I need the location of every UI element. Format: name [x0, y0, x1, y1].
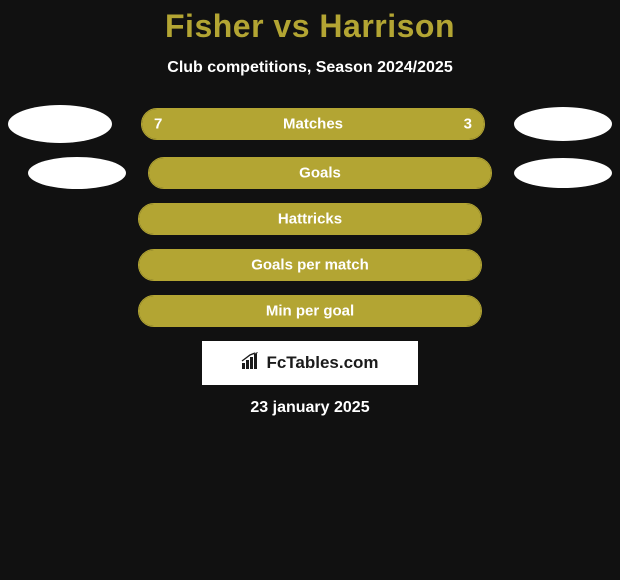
- player-avatar-right: [514, 107, 612, 141]
- brand-badge[interactable]: FcTables.com: [202, 341, 418, 385]
- comparison-row: 7 Matches 3: [0, 105, 620, 143]
- stat-bar: Goals per match: [138, 249, 482, 281]
- comparison-row: Min per goal: [0, 295, 620, 327]
- comparison-row: Hattricks: [0, 203, 620, 235]
- player-avatar-right: [514, 158, 612, 188]
- brand-chart-icon: [241, 352, 263, 375]
- stats-card: Fisher vs Harrison Club competitions, Se…: [0, 0, 620, 417]
- stat-label: Goals: [299, 165, 341, 182]
- stat-bar: 7 Matches 3: [141, 108, 485, 140]
- stat-bar: Hattricks: [138, 203, 482, 235]
- stat-bar: Goals: [148, 157, 492, 189]
- comparison-row: Goals: [0, 157, 620, 189]
- stat-bar: Min per goal: [138, 295, 482, 327]
- stat-value-left: 7: [154, 116, 162, 133]
- stat-label: Matches: [283, 116, 343, 133]
- page-title: Fisher vs Harrison: [0, 8, 620, 45]
- subtitle: Club competitions, Season 2024/2025: [0, 59, 620, 77]
- stat-label: Goals per match: [251, 257, 369, 274]
- stat-label: Min per goal: [266, 303, 354, 320]
- player-avatar-left: [8, 105, 112, 143]
- brand-label: FcTables.com: [266, 353, 378, 373]
- stat-label: Hattricks: [278, 211, 342, 228]
- player-avatar-left: [28, 157, 126, 189]
- comparison-row: Goals per match: [0, 249, 620, 281]
- stat-value-right: 3: [464, 116, 472, 133]
- comparison-rows: 7 Matches 3 Goals Hattricks Goals per match Mi…: [0, 105, 620, 327]
- footer-date: 23 january 2025: [0, 399, 620, 417]
